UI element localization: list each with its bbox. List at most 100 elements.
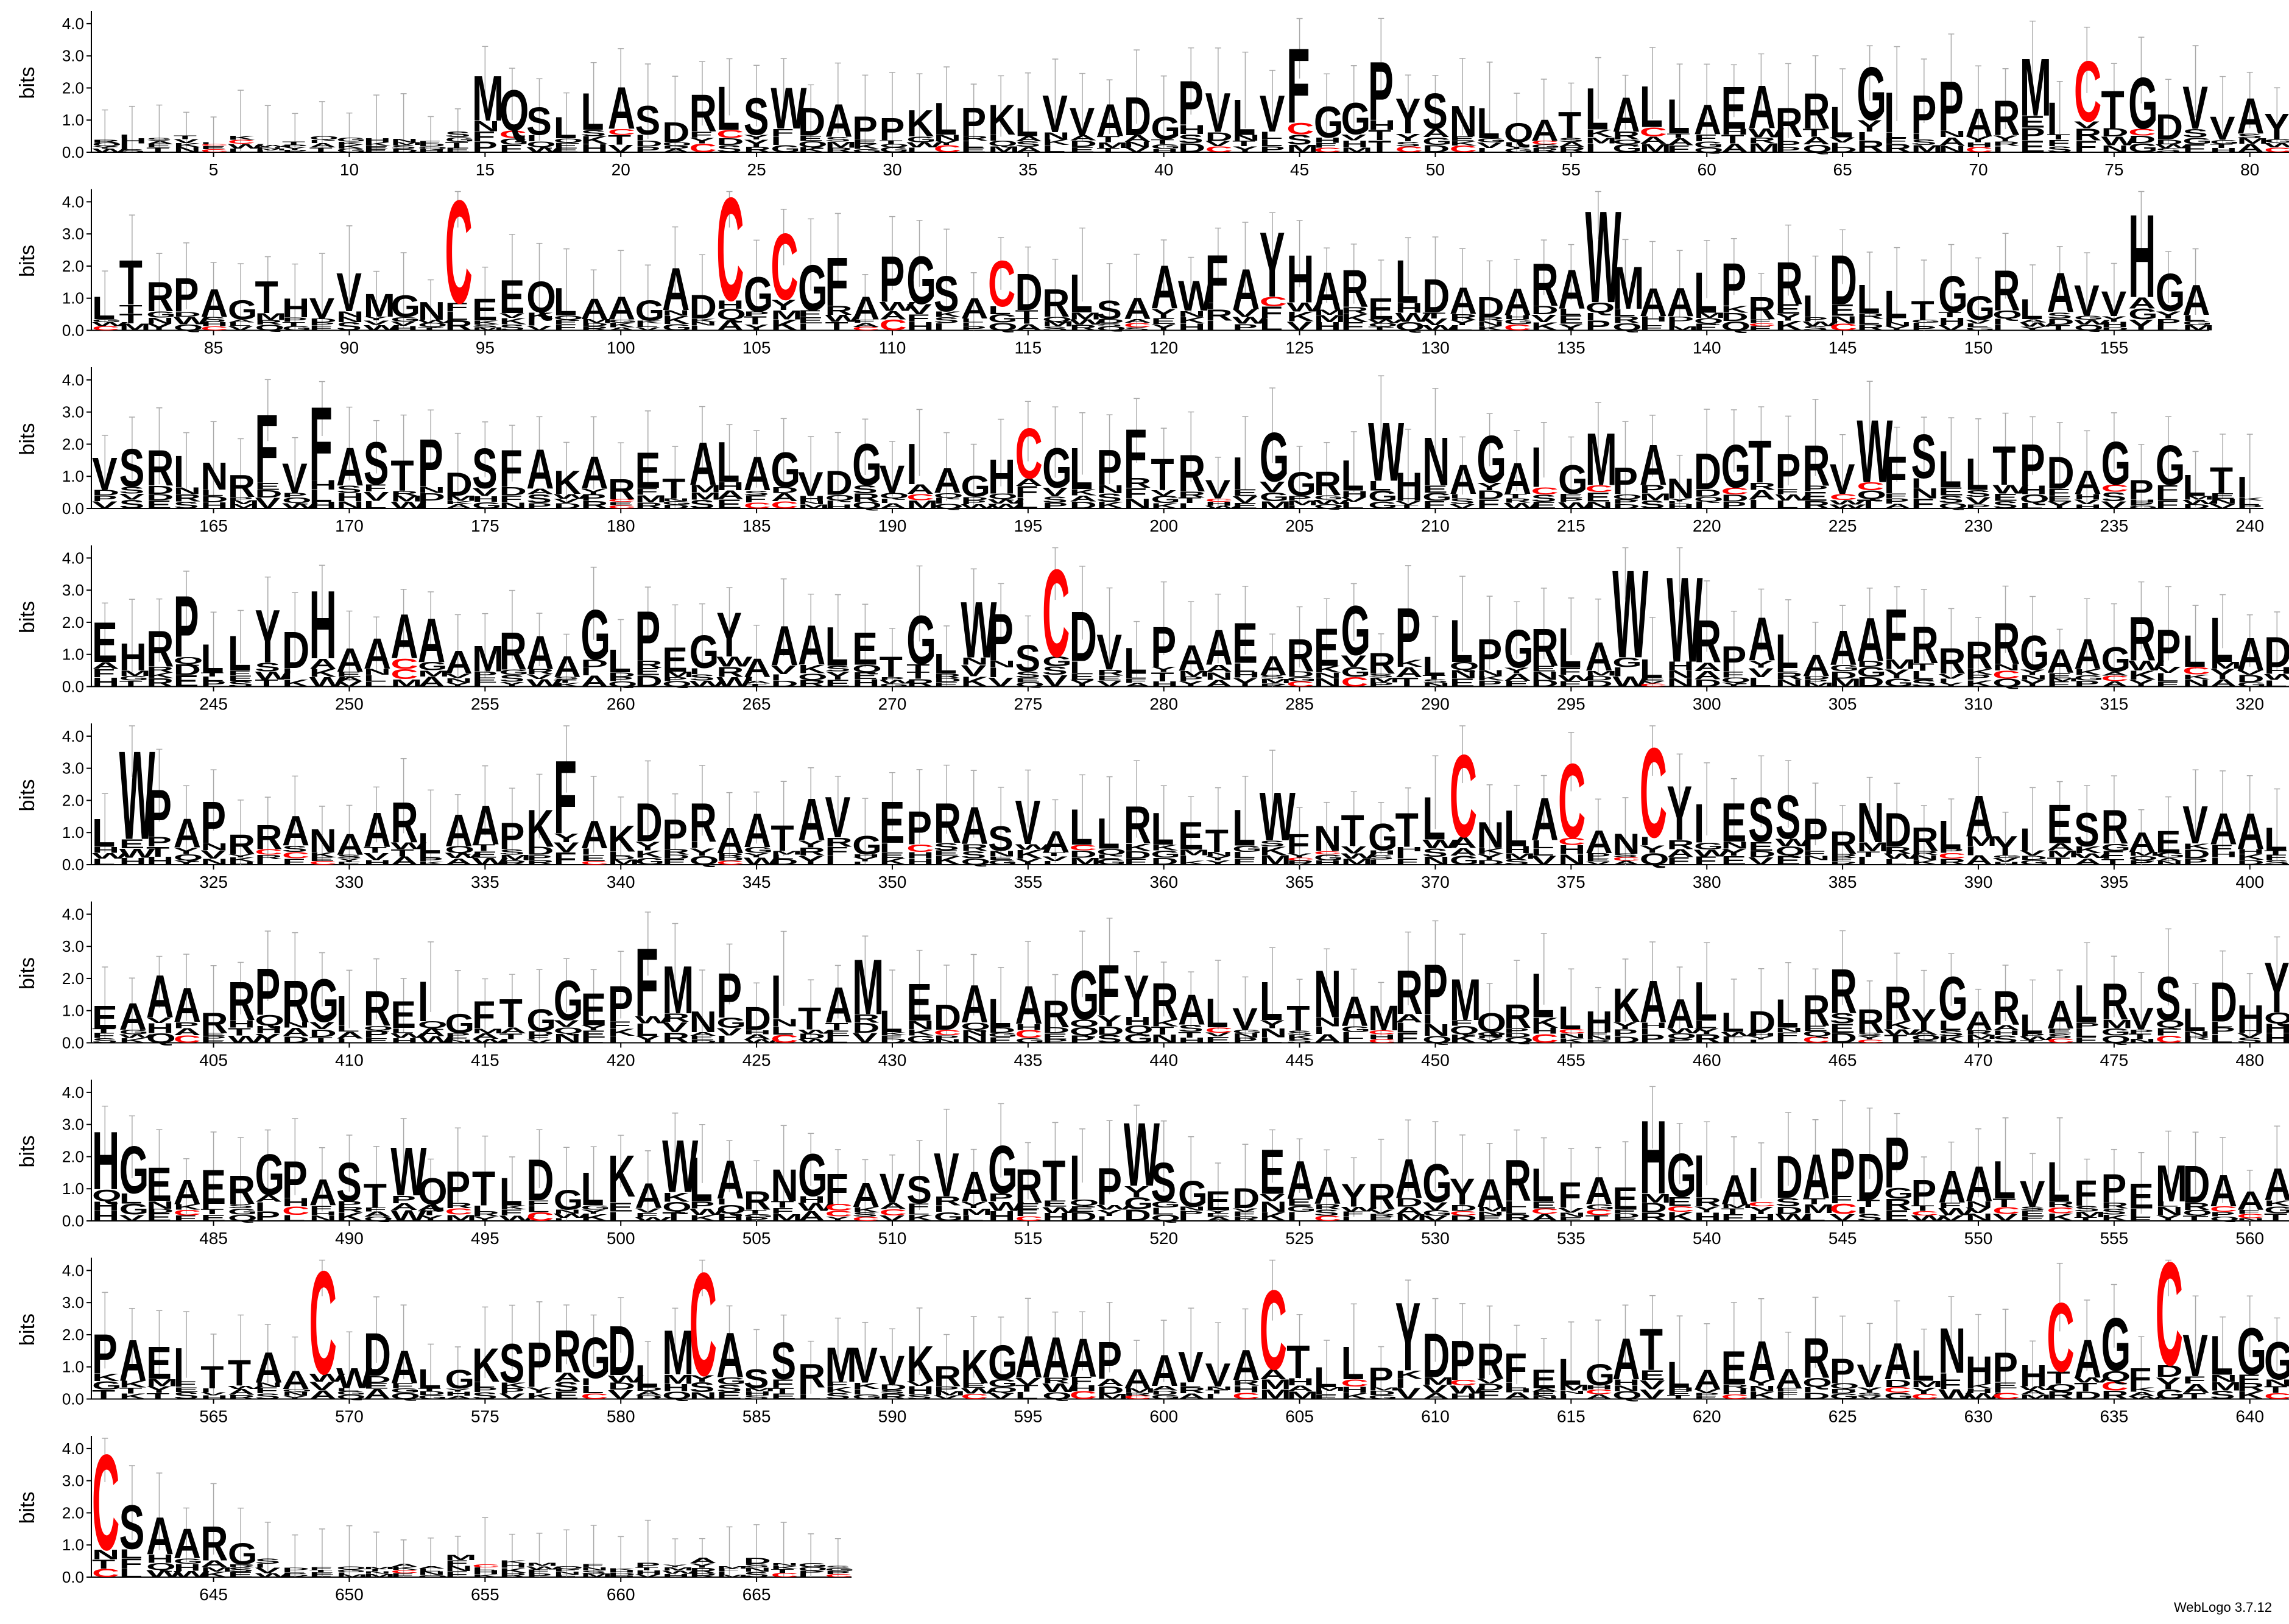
logo-letter-consensus: R bbox=[1314, 465, 1341, 503]
logo-letter: N bbox=[1938, 129, 1966, 139]
logo-letter-consensus: F bbox=[1286, 26, 1310, 146]
logo-letter-consensus: A bbox=[716, 821, 744, 861]
logo-letter-consensus: Q bbox=[499, 79, 529, 143]
logo-letter: A bbox=[662, 148, 690, 153]
logo-letter-consensus: A bbox=[1504, 281, 1531, 323]
logo-letter: D bbox=[2101, 126, 2129, 139]
logo-letter-consensus: E bbox=[390, 994, 416, 1036]
logo-letter-consensus: A bbox=[716, 1320, 744, 1391]
logo-letter-consensus: P bbox=[1911, 1173, 1937, 1214]
logo-letter: D bbox=[418, 142, 445, 147]
logo-letter-consensus: N bbox=[771, 1159, 798, 1211]
logo-letter-consensus: G bbox=[580, 595, 610, 675]
logo-letter-consensus: V bbox=[1096, 624, 1122, 680]
logo-letter: G bbox=[1504, 148, 1534, 153]
y-tick-label: 1.0 bbox=[62, 1536, 84, 1554]
logo-letter-consensus: L bbox=[1666, 1354, 1690, 1396]
logo-letter: M bbox=[445, 1554, 476, 1562]
logo-letter-consensus: P bbox=[961, 99, 986, 144]
logo-letter: H bbox=[119, 137, 147, 145]
y-tick-label: 2.0 bbox=[62, 1503, 84, 1522]
logo-letter: T bbox=[1151, 138, 1174, 146]
logo-letter-consensus: G bbox=[2101, 639, 2131, 679]
x-tick-label: 100 bbox=[607, 339, 635, 357]
logo-letter-consensus: V bbox=[2128, 1002, 2154, 1036]
logo-letter-consensus: H bbox=[309, 570, 337, 679]
logo-letter-consensus: L bbox=[1422, 784, 1445, 852]
logo-letter-consensus: S bbox=[1748, 786, 1774, 856]
logo-letter: R bbox=[1531, 147, 1558, 153]
y-tick-label: 0.0 bbox=[62, 678, 84, 696]
logo-letter-consensus: D bbox=[934, 997, 961, 1037]
x-tick-label: 215 bbox=[1557, 516, 1585, 535]
logo-letter: N bbox=[174, 146, 201, 153]
logo-letter-consensus: A bbox=[1260, 650, 1287, 681]
y-tick-label: 4.0 bbox=[62, 549, 84, 567]
logo-letter-consensus: A bbox=[1015, 975, 1043, 1035]
logo-letter: L bbox=[1260, 137, 1283, 148]
logo-letter: I bbox=[200, 142, 211, 145]
x-tick-label: 165 bbox=[199, 516, 228, 535]
logo-letter: F bbox=[364, 149, 387, 153]
logo-letter: C bbox=[2128, 127, 2156, 138]
logo-letter-consensus: T bbox=[880, 650, 903, 683]
logo-letter-consensus: K bbox=[1612, 979, 1640, 1033]
logo-letter: F bbox=[1694, 133, 1717, 143]
logo-letter-consensus: A bbox=[336, 641, 364, 680]
logo-letter-consensus: P bbox=[1721, 639, 1747, 679]
logo-letter-consensus: T bbox=[472, 1162, 495, 1216]
logo-letter-consensus: D bbox=[1422, 1321, 1450, 1391]
logo-letter: K bbox=[1585, 127, 1613, 139]
y-tick-label: 2.0 bbox=[62, 1147, 84, 1165]
logo-letter-consensus: L bbox=[1830, 99, 1853, 147]
logo-letter: T bbox=[1232, 139, 1256, 148]
logo-letter-consensus: Y bbox=[1260, 213, 1285, 317]
x-tick-label: 30 bbox=[883, 160, 901, 179]
logo-letter-consensus: T bbox=[1911, 296, 1935, 326]
logo-letter: Q bbox=[1694, 146, 1724, 153]
logo-letter: Y bbox=[744, 138, 769, 149]
logo-letter-consensus: L bbox=[1558, 1000, 1581, 1036]
logo-letter-consensus: P bbox=[1830, 1351, 1855, 1391]
logo-letter: T bbox=[309, 146, 333, 153]
y-tick-label: 4.0 bbox=[62, 1439, 84, 1458]
logo-letter-consensus: G bbox=[1070, 956, 1099, 1035]
logo-letter: N bbox=[1124, 141, 1151, 149]
x-tick-label: 300 bbox=[1693, 695, 1721, 714]
logo-letter: Q bbox=[418, 146, 448, 150]
x-tick-label: 665 bbox=[742, 1585, 771, 1604]
y-tick-label: 1.0 bbox=[62, 111, 84, 129]
x-tick-label: 265 bbox=[742, 695, 771, 714]
logo-letter-consensus: G bbox=[309, 966, 339, 1035]
logo-letter-consensus: F bbox=[1884, 446, 1907, 505]
logo-letter: D bbox=[635, 139, 663, 148]
logo-letter-consensus: H bbox=[1395, 465, 1423, 504]
logo-letter-consensus: P bbox=[1721, 250, 1747, 319]
logo-letter-consensus: I bbox=[1802, 289, 1813, 324]
logo-letter-consensus: T bbox=[2101, 80, 2125, 140]
logo-letter-consensus: A bbox=[1640, 433, 1667, 497]
logo-letter-consensus: A bbox=[1694, 1363, 1721, 1395]
logo-letter-consensus: V bbox=[2210, 110, 2235, 147]
logo-letter-consensus: L bbox=[1640, 74, 1663, 140]
logo-letter-consensus: R bbox=[390, 791, 418, 855]
logo-letter-consensus: R bbox=[934, 792, 961, 856]
logo-letter: S bbox=[146, 137, 172, 141]
logo-letter-consensus: L bbox=[2210, 605, 2233, 675]
x-tick-label: 575 bbox=[471, 1407, 499, 1426]
logo-letter-consensus: A bbox=[336, 437, 364, 497]
logo-letter: Q bbox=[988, 139, 1018, 149]
logo-letter-consensus: L bbox=[1966, 449, 1989, 500]
logo-letter-consensus: L bbox=[635, 1359, 658, 1394]
logo-letter: G bbox=[880, 146, 909, 153]
logo-letter-consensus: I bbox=[771, 962, 781, 1032]
x-tick-label: 365 bbox=[1285, 873, 1314, 891]
logo-letter-consensus: R bbox=[744, 1186, 771, 1215]
logo-letter-consensus: A bbox=[1232, 1342, 1260, 1390]
logo-letter: Y bbox=[1232, 145, 1258, 154]
y-tick-label: 0.0 bbox=[62, 856, 84, 874]
logo-letter-consensus: A bbox=[1450, 281, 1477, 323]
logo-letter-consensus: H bbox=[1640, 1100, 1667, 1216]
logo-letter-consensus: A bbox=[1802, 1141, 1830, 1212]
x-tick-label: 210 bbox=[1421, 516, 1450, 535]
